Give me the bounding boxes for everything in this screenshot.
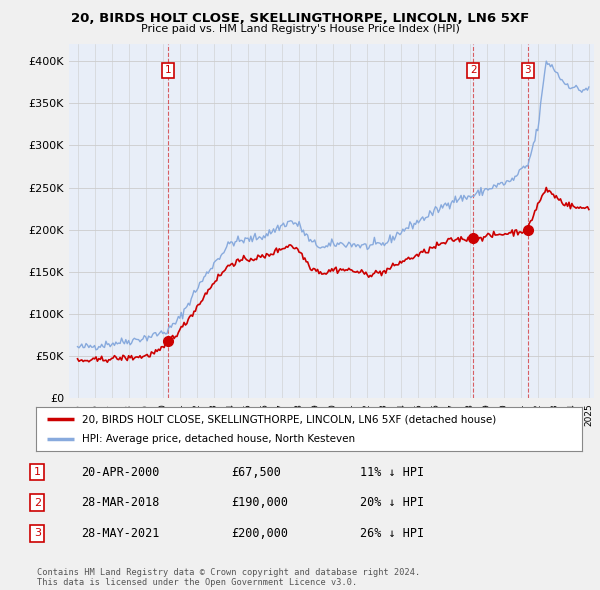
Text: 11% ↓ HPI: 11% ↓ HPI [360,466,424,478]
Text: 2: 2 [470,65,476,76]
Text: 20, BIRDS HOLT CLOSE, SKELLINGTHORPE, LINCOLN, LN6 5XF (detached house): 20, BIRDS HOLT CLOSE, SKELLINGTHORPE, LI… [82,414,497,424]
Text: 20-APR-2000: 20-APR-2000 [81,466,160,478]
Text: 1: 1 [164,65,171,76]
Text: 20, BIRDS HOLT CLOSE, SKELLINGTHORPE, LINCOLN, LN6 5XF: 20, BIRDS HOLT CLOSE, SKELLINGTHORPE, LI… [71,12,529,25]
Text: 3: 3 [34,529,41,538]
Text: £190,000: £190,000 [231,496,288,509]
Text: 1: 1 [34,467,41,477]
Text: HPI: Average price, detached house, North Kesteven: HPI: Average price, detached house, Nort… [82,434,356,444]
Text: £67,500: £67,500 [231,466,281,478]
Text: 26% ↓ HPI: 26% ↓ HPI [360,527,424,540]
Text: 2: 2 [34,498,41,507]
Text: 28-MAR-2018: 28-MAR-2018 [81,496,160,509]
Text: 20% ↓ HPI: 20% ↓ HPI [360,496,424,509]
Text: £200,000: £200,000 [231,527,288,540]
Text: 3: 3 [524,65,531,76]
Text: 28-MAY-2021: 28-MAY-2021 [81,527,160,540]
Text: Contains HM Land Registry data © Crown copyright and database right 2024.
This d: Contains HM Land Registry data © Crown c… [37,568,421,587]
Text: Price paid vs. HM Land Registry's House Price Index (HPI): Price paid vs. HM Land Registry's House … [140,24,460,34]
